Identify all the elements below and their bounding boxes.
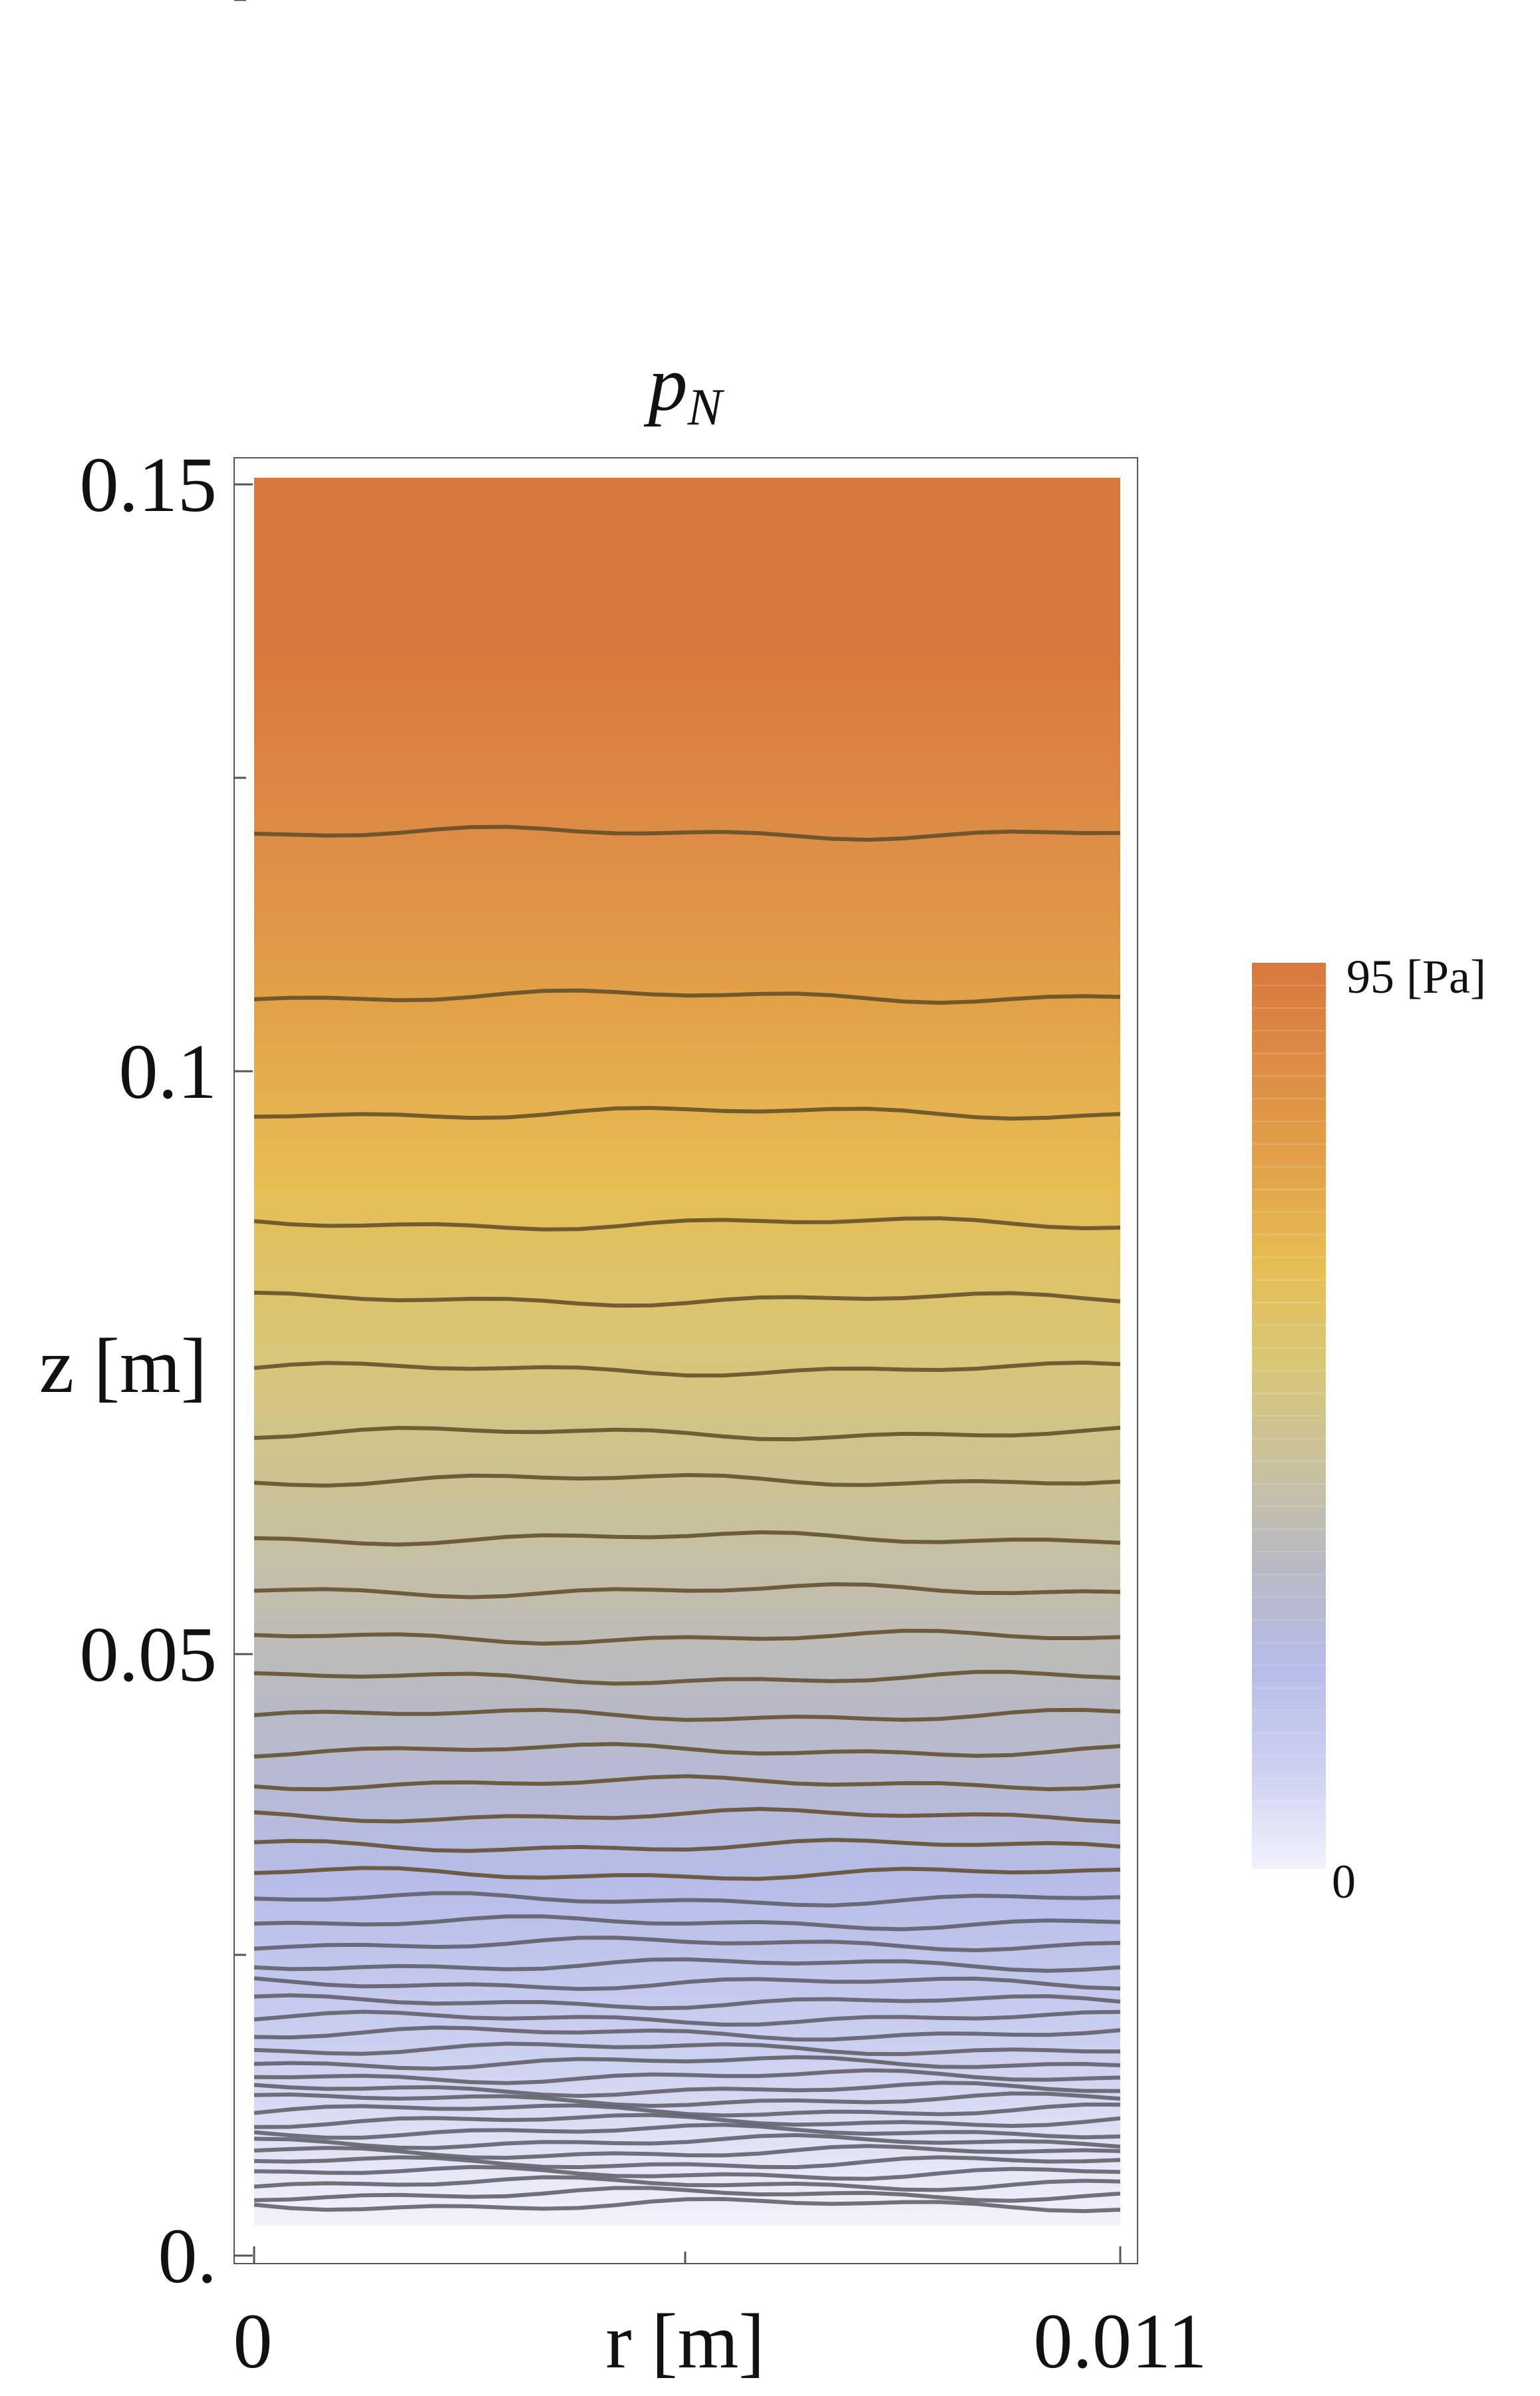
contour-lines bbox=[253, 824, 1121, 2214]
contour-line bbox=[253, 1891, 1121, 1908]
contour-line bbox=[253, 1774, 1121, 1792]
contour-line bbox=[253, 1290, 1121, 1308]
y-tick-label: 0.15 bbox=[80, 441, 218, 528]
contour-line bbox=[253, 1425, 1121, 1442]
x-tick-label: 0.011 bbox=[1033, 2298, 1207, 2385]
chart-title: pN bbox=[643, 340, 724, 436]
contour-line bbox=[253, 2068, 1121, 2085]
contour-line bbox=[253, 2133, 1121, 2150]
contour-line bbox=[253, 1216, 1121, 1232]
contour-line bbox=[253, 1360, 1121, 1378]
chart-title-subscript: N bbox=[687, 378, 724, 436]
y-tick-label: 0.1 bbox=[119, 1028, 218, 1115]
contour-line bbox=[253, 1472, 1121, 1488]
contour-line bbox=[253, 1806, 1121, 1824]
chart-title-main: p bbox=[643, 340, 687, 427]
colorbar-max-label: 95 [Pa] bbox=[1346, 950, 1486, 1003]
y-tick-label: 0.05 bbox=[80, 1611, 218, 1698]
contour-line bbox=[253, 2081, 1121, 2099]
contour-line bbox=[253, 2155, 1121, 2170]
contour-line bbox=[253, 1742, 1121, 1759]
contour-line bbox=[253, 2025, 1121, 2042]
contour-line bbox=[253, 1936, 1121, 1953]
contour-line bbox=[253, 1707, 1121, 1722]
contour-line bbox=[253, 1976, 1121, 1991]
pressure-field bbox=[254, 478, 1120, 2226]
contour-line bbox=[253, 1866, 1121, 1881]
contour-line bbox=[253, 988, 1121, 1005]
y-axis-label: z [m] bbox=[39, 1322, 207, 1409]
y-tick-label: 0. bbox=[158, 2212, 218, 2300]
contour-line bbox=[253, 1838, 1121, 1853]
contour-line bbox=[253, 2164, 1121, 2181]
contour-line bbox=[253, 2102, 1121, 2118]
axis-ticks: 0. 0.05 0.1 0.15 0 0.011 bbox=[80, 0, 1207, 2385]
contour-line bbox=[253, 824, 1121, 842]
contour-line bbox=[253, 1993, 1121, 2011]
colorbar-min-label: 0 bbox=[1332, 1855, 1356, 1908]
contour-line bbox=[253, 1957, 1121, 1973]
contour-line bbox=[253, 2123, 1121, 2140]
contour-line bbox=[253, 2055, 1121, 2071]
colorbar bbox=[1252, 963, 1326, 1869]
contour-line bbox=[253, 1669, 1121, 1686]
contour-line bbox=[253, 1914, 1121, 1932]
contour-line bbox=[253, 2196, 1121, 2214]
contour-line bbox=[253, 1530, 1121, 1547]
x-tick-label: 0 bbox=[233, 2298, 273, 2385]
contour-line bbox=[253, 2091, 1121, 2109]
contour-line bbox=[253, 2186, 1121, 2203]
contour-line bbox=[253, 1582, 1121, 1600]
contour-line bbox=[253, 2009, 1121, 2027]
contour-line bbox=[253, 2041, 1121, 2057]
x-axis-label: r [m] bbox=[605, 2298, 764, 2385]
contour-line bbox=[253, 1106, 1121, 1121]
contour-line bbox=[253, 1628, 1121, 1646]
contour-line bbox=[253, 2144, 1121, 2160]
colorbar-bands bbox=[1252, 985, 1326, 1847]
contour-line bbox=[253, 2175, 1121, 2192]
contour-line bbox=[253, 2113, 1121, 2129]
